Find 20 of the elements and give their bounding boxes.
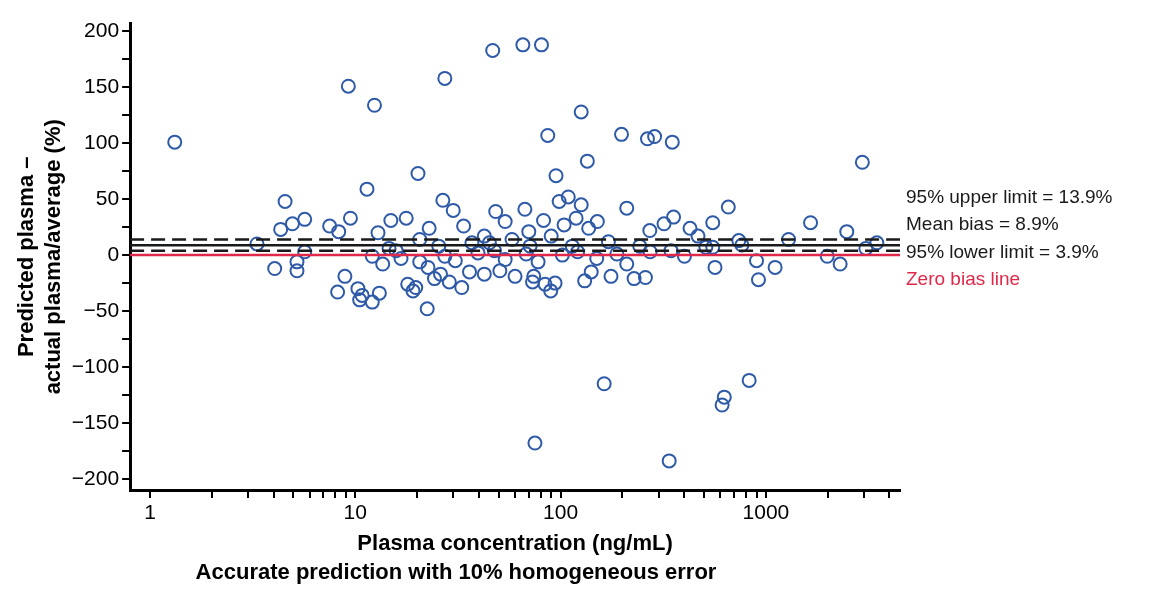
y-tick-label: −50 bbox=[83, 297, 120, 321]
x-tick-label: 10 bbox=[343, 500, 367, 524]
y-tick-label: 150 bbox=[84, 74, 120, 98]
x-tick-label: 1 bbox=[144, 500, 156, 524]
x-axis-title: Plasma concentration (ng/mL) bbox=[357, 530, 673, 556]
ref-line-label: 95% lower limit = 3.9% bbox=[906, 240, 1099, 262]
ref-line-label: 95% upper limit = 13.9% bbox=[906, 185, 1113, 207]
x-tick-label: 100 bbox=[543, 500, 579, 524]
ref-line-label: Zero bias line bbox=[906, 268, 1021, 290]
x-tick-label: 1000 bbox=[742, 500, 790, 524]
y-tick-label: 0 bbox=[107, 241, 120, 265]
text: Accurate prediction with 10% homogeneous error bbox=[195, 558, 717, 584]
y-tick-label: 50 bbox=[95, 186, 120, 209]
y-tick-label: −150 bbox=[71, 409, 120, 433]
y-axis-title: Predicted plasma – actual plasma/average (%) bbox=[13, 119, 65, 395]
y-tick-label: −200 bbox=[71, 465, 120, 489]
ref-line-label: Mean bias = 8.9% bbox=[906, 213, 1059, 235]
y-tick-label: 200 bbox=[84, 18, 120, 42]
y-tick-label: −100 bbox=[71, 353, 120, 377]
y-tick-label: 100 bbox=[84, 130, 120, 154]
